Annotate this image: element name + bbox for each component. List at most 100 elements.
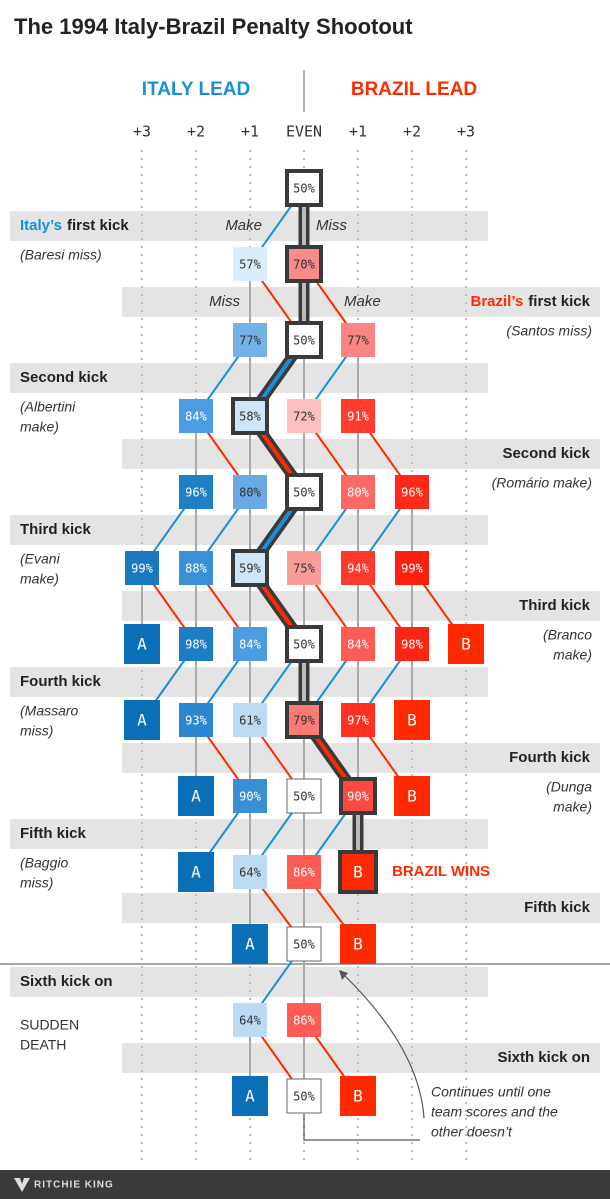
arrow-head (339, 970, 348, 980)
kick-title-text: Sixth kick on (20, 973, 113, 990)
state-node (340, 1076, 376, 1116)
kick-band (122, 743, 600, 773)
column-header: +1 (241, 123, 259, 141)
state-node (233, 323, 267, 357)
column-header: +1 (349, 123, 367, 141)
team-word: Brazil’s (470, 293, 523, 310)
state-node (286, 778, 322, 814)
kick-note: (Romário make) (492, 475, 592, 491)
win-probability: 50% (293, 1090, 315, 1104)
state-node (285, 701, 323, 739)
kick-title: Fifth kick (524, 899, 591, 916)
state-node (233, 703, 267, 737)
kick-band (122, 439, 600, 469)
state-node (179, 627, 213, 661)
win-probability: 70% (293, 258, 315, 272)
kick-note: (Santos miss) (506, 323, 592, 339)
kick-note: make) (20, 571, 59, 587)
state-node (233, 475, 267, 509)
win-probability: 84% (185, 410, 207, 424)
kick-note: miss) (20, 875, 53, 891)
column-header: +2 (403, 123, 421, 141)
winner-mark: A (245, 935, 255, 954)
state-node (338, 850, 378, 894)
kick-title-text: Sixth kick on (497, 1049, 590, 1066)
state-node (233, 1003, 267, 1037)
win-probability: 80% (347, 486, 369, 500)
kick-note: make) (553, 647, 592, 663)
win-probability: 75% (293, 562, 315, 576)
winner-label: BRAZIL WINS (392, 863, 490, 880)
nodes: 50% 57% 70% 77% 50% 77% 84% 58% 72% 91% 96% 80% 50% 8… (124, 169, 484, 1116)
kick-title: Fifth kick (20, 825, 87, 842)
state-node (287, 399, 321, 433)
state-node (395, 627, 429, 661)
kick-note: (Albertini (20, 399, 76, 415)
kick-title-text: Fourth kick (20, 673, 102, 690)
kick-title-text: first kick (528, 293, 590, 310)
win-probability: 84% (239, 638, 261, 652)
kick-title: Italy’s first kick (20, 217, 129, 234)
annotation-arrow (342, 973, 425, 1119)
kick-title-text: Second kick (502, 445, 590, 462)
state-node (179, 703, 213, 737)
winner-mark: B (407, 711, 417, 730)
kick-band (122, 893, 600, 923)
winner-mark: B (353, 863, 363, 882)
state-node (125, 551, 159, 585)
win-probability: 50% (293, 334, 315, 348)
kick-title: Sixth kick on (497, 1049, 590, 1066)
brazil-lead-header: BRAZIL LEAD (351, 79, 477, 100)
state-node (341, 323, 375, 357)
state-node (285, 169, 323, 207)
win-probability: 61% (239, 714, 261, 728)
kick-band (122, 1043, 600, 1073)
state-node (179, 551, 213, 585)
kick-title: Second kick (502, 445, 590, 462)
state-node (124, 624, 160, 664)
winner-mark: B (353, 1087, 363, 1106)
state-node (179, 399, 213, 433)
kick-note: (Dunga (546, 779, 592, 795)
kick-title-text: Second kick (20, 369, 108, 386)
win-probability: 57% (239, 258, 261, 272)
italy-lead-header: ITALY LEAD (142, 79, 250, 100)
winner-mark: A (191, 787, 201, 806)
kick-band (122, 287, 600, 317)
state-node (341, 551, 375, 585)
state-node (124, 700, 160, 740)
winner-mark: A (191, 863, 201, 882)
state-node (285, 473, 323, 511)
kick-note: (Evani (20, 551, 61, 567)
kick-title: Third kick (519, 597, 591, 614)
win-probability: 88% (185, 562, 207, 576)
branch-label: Miss (209, 293, 240, 310)
kick-title: Sixth kick on (20, 973, 113, 990)
state-node (179, 475, 213, 509)
labels: Italy’s first kick (Baresi miss) Make Miss Br… (20, 217, 592, 1140)
state-node (340, 924, 376, 964)
kick-note: make) (20, 419, 59, 435)
state-node (233, 627, 267, 661)
win-probability: 90% (239, 790, 261, 804)
state-node (285, 245, 323, 283)
win-probability: 90% (347, 790, 369, 804)
winner-mark: B (407, 787, 417, 806)
kick-title: Brazil’s first kick (470, 293, 590, 310)
state-node (231, 397, 269, 435)
state-node (178, 776, 214, 816)
state-node (394, 776, 430, 816)
annotation: other doesn’t (431, 1124, 513, 1140)
state-node (395, 551, 429, 585)
branch-label: Miss (316, 217, 347, 234)
state-node (341, 475, 375, 509)
annotation-bracket (303, 1114, 420, 1141)
state-node (287, 1003, 321, 1037)
kick-title: Fourth kick (20, 673, 102, 690)
winner-mark: A (137, 635, 147, 654)
column-header: +3 (457, 123, 475, 141)
win-probability: 94% (347, 562, 369, 576)
credit: RITCHIE KING (34, 1180, 114, 1191)
winner-mark: A (137, 711, 147, 730)
